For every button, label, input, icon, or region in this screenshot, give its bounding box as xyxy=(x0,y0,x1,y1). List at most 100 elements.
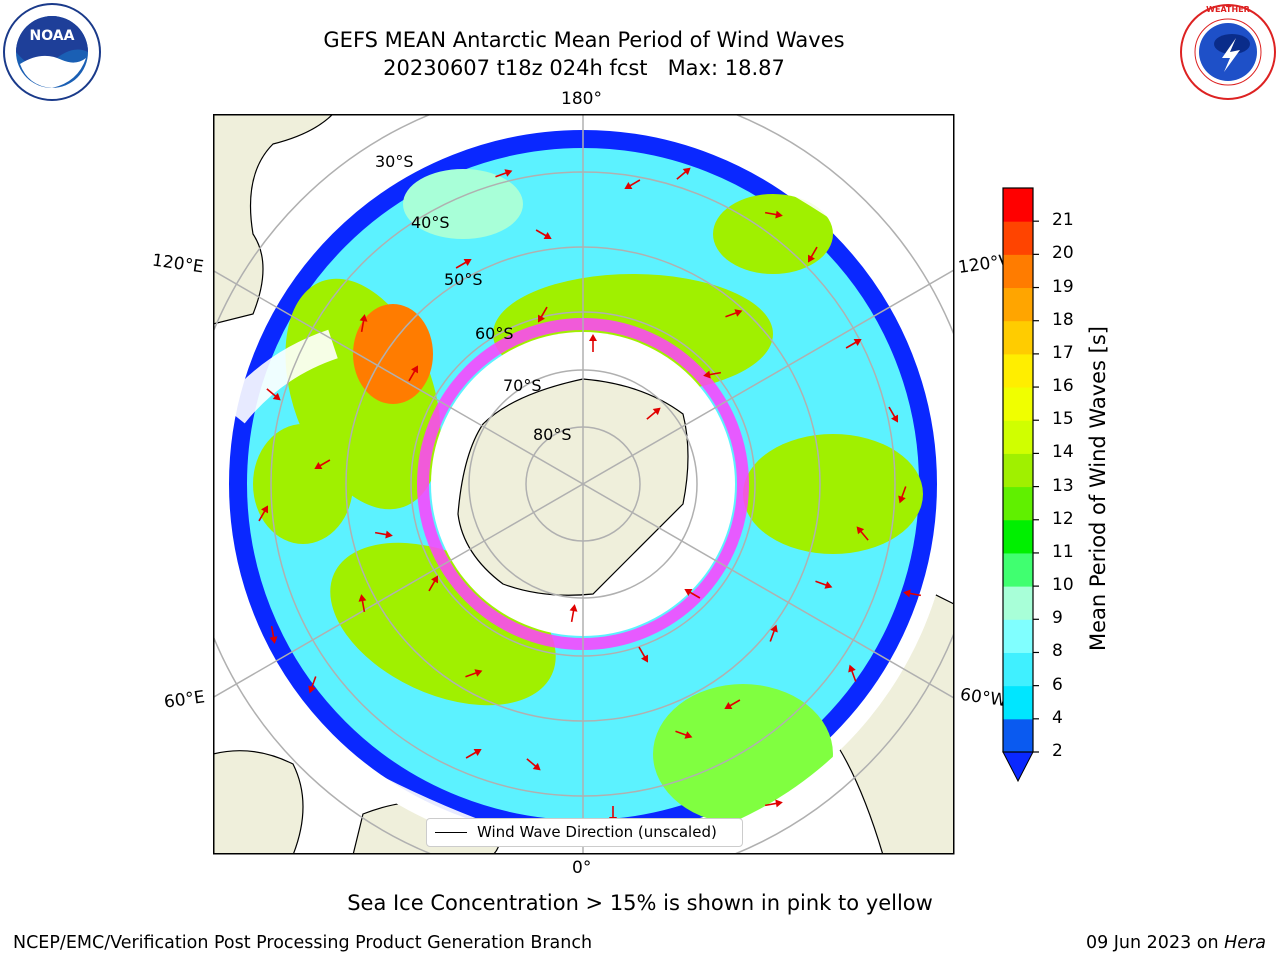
noaa-logo-text: NOAA xyxy=(30,28,75,44)
wave-direction-arrow xyxy=(358,594,367,613)
nws-logo: WEATHER xyxy=(1180,4,1276,100)
wave-direction-arrow xyxy=(888,406,898,423)
wave-direction-arrow xyxy=(258,505,268,522)
colorbar-tick-label: 11 xyxy=(1052,541,1074,562)
wave-direction-arrow xyxy=(845,339,862,349)
colorbar-tick-label: 15 xyxy=(1052,409,1074,430)
wave-direction-arrow xyxy=(495,169,513,178)
colorbar-cell xyxy=(1003,718,1033,753)
wave-direction-arrow xyxy=(703,370,722,379)
antarctica xyxy=(457,378,689,596)
colorbar-cell xyxy=(1003,552,1033,587)
colorbar-tick-label: 17 xyxy=(1052,342,1074,363)
colorbar-tick-label: 9 xyxy=(1052,608,1063,629)
colorbar-cell xyxy=(1003,353,1033,388)
wave-direction-arrow xyxy=(684,589,701,599)
colorbar-tick-label: 6 xyxy=(1052,674,1063,695)
wave-direction-arrow xyxy=(848,664,857,682)
colorbar-cell xyxy=(1003,619,1033,653)
colorbar-cell xyxy=(1003,387,1033,421)
wave-direction-arrow xyxy=(535,229,552,239)
wave-direction-arrow xyxy=(538,306,548,323)
colorbar-tick-label: 18 xyxy=(1052,309,1074,330)
colorbar-cell xyxy=(1003,586,1033,620)
wave-direction-arrow xyxy=(269,625,278,644)
wave-direction-arrow xyxy=(465,669,483,678)
wave-direction-arrow xyxy=(266,388,281,401)
lat-label-60s: 60°S xyxy=(475,324,514,343)
legend-line xyxy=(435,832,467,833)
colorbar-tick-label: 12 xyxy=(1052,508,1074,529)
wave-direction-arrow xyxy=(314,459,331,469)
sea-ice-caption: Sea Ice Concentration > 15% is shown in … xyxy=(347,891,933,915)
colorbar-tick-label: 19 xyxy=(1052,276,1074,297)
colorbar xyxy=(1002,187,1039,783)
wave-direction-arrow xyxy=(408,365,418,382)
chart-subtitle: 20230607 t18z 024h fcst Max: 18.87 xyxy=(383,56,785,80)
wave-direction-arrow xyxy=(638,646,648,663)
graticule xyxy=(213,114,954,854)
wave-direction-arrow xyxy=(769,624,778,642)
lon-label-180: 180° xyxy=(561,89,602,109)
colorbar-cell xyxy=(1003,420,1033,454)
wave-direction-arrow xyxy=(359,314,368,333)
wave-direction-arrow xyxy=(815,580,833,589)
lon-label-60e: 60°E xyxy=(162,687,207,713)
legend-text: Wind Wave Direction (unscaled) xyxy=(477,823,717,841)
svg-text:WEATHER: WEATHER xyxy=(1206,5,1250,14)
chart-title: GEFS MEAN Antarctic Mean Period of Wind … xyxy=(323,28,845,52)
lat-label-70s: 70°S xyxy=(503,376,542,395)
wave-direction-arrow xyxy=(465,749,482,759)
colorbar-cell xyxy=(1003,287,1033,322)
lat-label-80s: 80°S xyxy=(533,425,572,444)
colorbar-cell xyxy=(1003,486,1033,521)
colorbar-tick-label: 13 xyxy=(1052,475,1074,496)
noaa-logo: NOAA xyxy=(3,3,101,101)
colorbar-tick-label: 21 xyxy=(1052,210,1074,231)
map-canvas xyxy=(213,114,955,855)
wave-direction-arrow xyxy=(646,407,661,420)
wave-direction-arrow xyxy=(724,699,741,709)
map-legend: Wind Wave Direction (unscaled) xyxy=(426,818,743,847)
colorbar-cell xyxy=(1003,254,1033,289)
colorbar-tick-label: 2 xyxy=(1052,741,1063,761)
colorbar-cell xyxy=(1003,519,1033,554)
colorbar-tick-label: 4 xyxy=(1052,707,1063,728)
lat-label-50s: 50°S xyxy=(444,270,483,289)
wave-direction-arrow xyxy=(903,589,922,598)
wave-direction-arrow xyxy=(808,246,818,263)
wave-direction-arrow xyxy=(308,676,317,694)
colorbar-cell xyxy=(1003,453,1033,488)
colorbar-tick-label: 16 xyxy=(1052,376,1074,397)
wave-direction-arrow xyxy=(764,210,783,219)
colorbar-cell xyxy=(1003,188,1033,222)
footer-branch: NCEP/EMC/Verification Post Processing Pr… xyxy=(13,933,593,953)
wave-direction-arrow xyxy=(428,575,438,592)
footer-date: 09 Jun 2023 on Hera xyxy=(1086,933,1266,953)
lat-label-30s: 30°S xyxy=(375,152,414,171)
wave-direction-arrow xyxy=(764,799,783,808)
antarctic-map: 30°S 40°S 50°S 60°S 70°S 80°S Wind Wave … xyxy=(213,114,955,859)
wave-direction-arrow xyxy=(898,486,907,504)
wave-direction-arrow xyxy=(526,758,541,771)
wave-direction-arrow xyxy=(676,167,691,180)
wave-direction-arrow xyxy=(589,334,597,352)
lon-label-0: 0° xyxy=(572,858,592,878)
wave-direction-arrow xyxy=(569,604,578,623)
wave-direction-arrow xyxy=(856,526,869,541)
colorbar-cell xyxy=(1003,221,1033,255)
footer-host: Hera xyxy=(1224,933,1266,953)
colorbar-cell xyxy=(1003,685,1033,720)
colorbar-tick-label: 14 xyxy=(1052,442,1074,463)
colorbar-tick-label: 8 xyxy=(1052,641,1063,662)
colorbar-label: Mean Period of Wind Waves [s] xyxy=(1086,326,1110,651)
wave-direction-arrow xyxy=(624,179,641,189)
lon-label-120e: 120°E xyxy=(150,250,205,278)
wave-direction-arrow xyxy=(455,259,472,269)
lat-label-40s: 40°S xyxy=(411,213,450,232)
footer-date-text: 09 Jun 2023 on xyxy=(1085,933,1225,953)
wave-direction-arrow xyxy=(675,730,693,739)
wave-direction-arrow xyxy=(725,309,743,318)
colorbar-cell xyxy=(1003,652,1033,687)
colorbar-tick-label: 10 xyxy=(1052,575,1074,596)
